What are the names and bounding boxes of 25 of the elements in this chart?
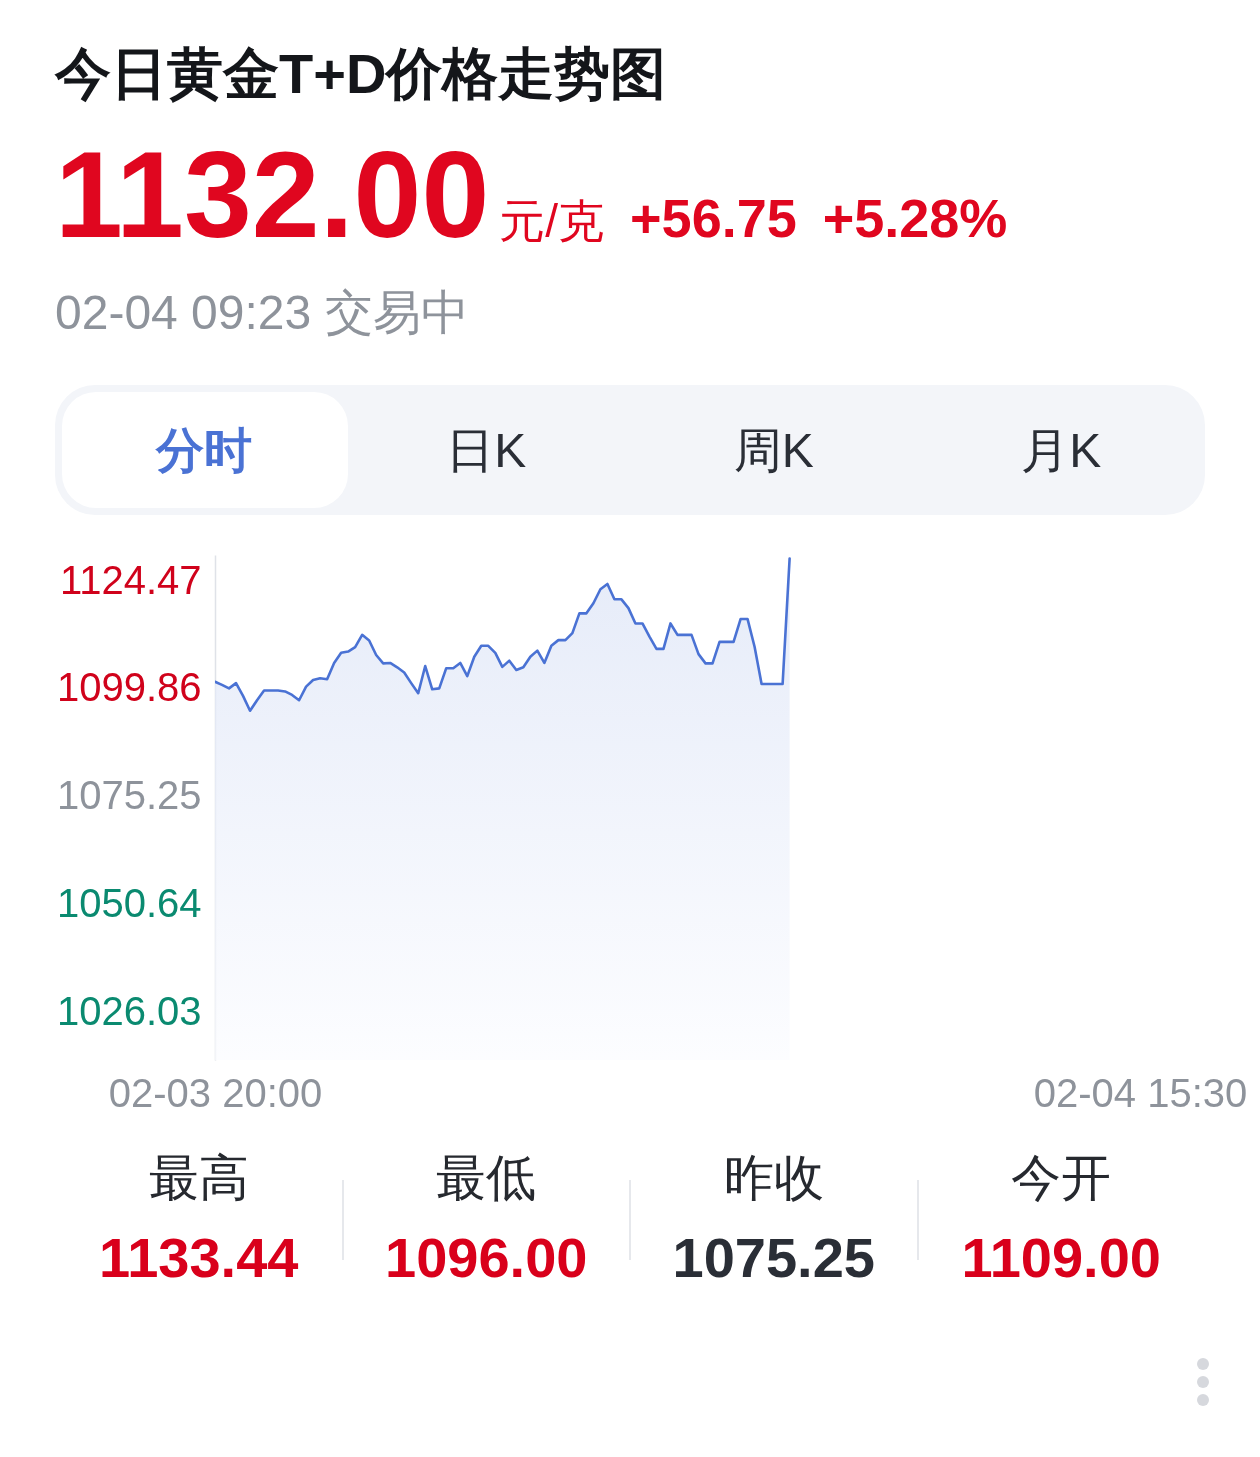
chart-title: 今日黄金T+D价格走势图 <box>55 41 667 107</box>
text: 1075.25 <box>672 1225 875 1291</box>
text: 日K <box>446 423 527 479</box>
text: 分时 <box>155 423 252 479</box>
text: 今开 <box>1011 1149 1112 1208</box>
y-tick-label: 1075.25 <box>56 773 202 818</box>
text: 元/克 <box>499 195 605 247</box>
y-tick-label: 1026.03 <box>56 989 202 1034</box>
text: 1109.00 <box>961 1225 1161 1291</box>
text: 月K <box>1021 423 1102 479</box>
text: 02-04 09:23 交易中 <box>55 285 469 341</box>
text: 最低 <box>436 1149 537 1208</box>
text: +5.28% <box>822 188 1008 249</box>
y-tick-label: 1050.64 <box>56 881 202 926</box>
y-tick-label: 1124.47 <box>59 557 202 602</box>
text: 1132.00 <box>55 127 490 263</box>
text: 最高 <box>148 1149 249 1208</box>
text: 昨收 <box>723 1149 824 1208</box>
text: 1096.00 <box>385 1225 588 1291</box>
x-tick-label: 02-04 15:30 <box>1033 1070 1248 1115</box>
text: 周K <box>733 423 814 479</box>
y-tick-label: 1099.86 <box>56 665 202 710</box>
x-tick-label: 02-03 20:00 <box>108 1070 323 1115</box>
text: +56.75 <box>630 188 797 249</box>
text: 1133.44 <box>99 1225 299 1291</box>
